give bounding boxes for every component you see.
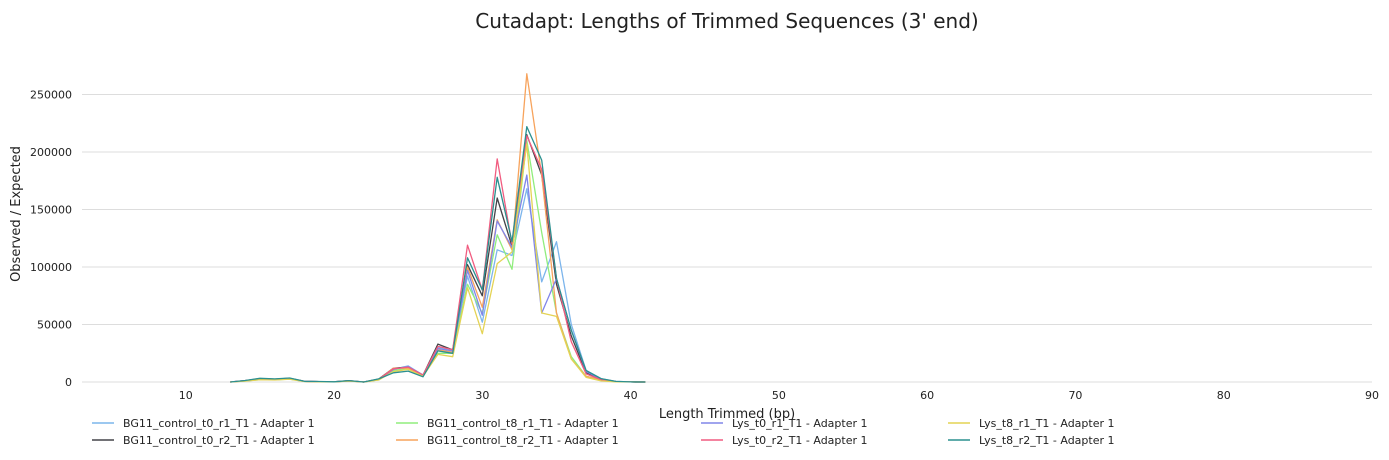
legend-item[interactable]: Lys_t0_r1_T1 - Adapter 1	[701, 417, 868, 430]
legend-item[interactable]: Lys_t8_r2_T1 - Adapter 1	[948, 434, 1115, 447]
grid-lines	[82, 94, 1372, 383]
y-axis-label: Observed / Expected	[9, 146, 24, 282]
legend-item[interactable]: BG11_control_t8_r2_T1 - Adapter 1	[396, 434, 619, 447]
legend-label: BG11_control_t0_r2_T1 - Adapter 1	[123, 434, 315, 447]
x-axis-ticks: 10 20 30 40 50 60 70 80 90	[179, 389, 1379, 402]
y-tick-label: 200000	[30, 146, 72, 159]
chart-title: Cutadapt: Lengths of Trimmed Sequences (…	[475, 9, 978, 33]
legend-label: Lys_t0_r1_T1 - Adapter 1	[732, 417, 868, 430]
legend-item[interactable]: Lys_t8_r1_T1 - Adapter 1	[948, 417, 1115, 430]
x-tick-label: 20	[327, 389, 341, 402]
legend-label: Lys_t8_r2_T1 - Adapter 1	[979, 434, 1115, 447]
x-axis-label: Length Trimmed (bp)	[659, 407, 795, 422]
x-tick-label: 70	[1068, 389, 1082, 402]
legend-label: BG11_control_t0_r1_T1 - Adapter 1	[123, 417, 315, 430]
y-tick-label: 100000	[30, 261, 72, 274]
legend-item[interactable]: BG11_control_t8_r1_T1 - Adapter 1	[396, 417, 619, 430]
series-line-4[interactable]	[230, 73, 646, 383]
legend-item[interactable]: BG11_control_t0_r2_T1 - Adapter 1	[92, 434, 315, 447]
y-axis-ticks: 0 50000 100000 150000 200000 250000	[30, 89, 72, 390]
series-line-8[interactable]	[230, 126, 646, 383]
y-tick-label: 0	[65, 376, 72, 389]
legend-label: BG11_control_t8_r2_T1 - Adapter 1	[427, 434, 619, 447]
y-tick-label: 250000	[30, 89, 72, 102]
legend-label: Lys_t0_r2_T1 - Adapter 1	[732, 434, 868, 447]
x-tick-label: 30	[475, 389, 489, 402]
legend: BG11_control_t0_r1_T1 - Adapter 1 BG11_co…	[92, 417, 1115, 447]
legend-item[interactable]: Lys_t0_r2_T1 - Adapter 1	[701, 434, 868, 447]
x-tick-label: 10	[179, 389, 193, 402]
legend-label: Lys_t8_r1_T1 - Adapter 1	[979, 417, 1115, 430]
y-tick-label: 50000	[37, 319, 72, 332]
legend-item[interactable]: BG11_control_t0_r1_T1 - Adapter 1	[92, 417, 315, 430]
x-tick-label: 40	[624, 389, 638, 402]
x-tick-label: 80	[1217, 389, 1231, 402]
legend-label: BG11_control_t8_r1_T1 - Adapter 1	[427, 417, 619, 430]
x-tick-label: 90	[1365, 389, 1379, 402]
series-lines	[230, 73, 646, 383]
x-tick-label: 50	[772, 389, 786, 402]
x-tick-label: 60	[920, 389, 934, 402]
series-line-2[interactable]	[230, 134, 646, 383]
y-tick-label: 150000	[30, 204, 72, 217]
